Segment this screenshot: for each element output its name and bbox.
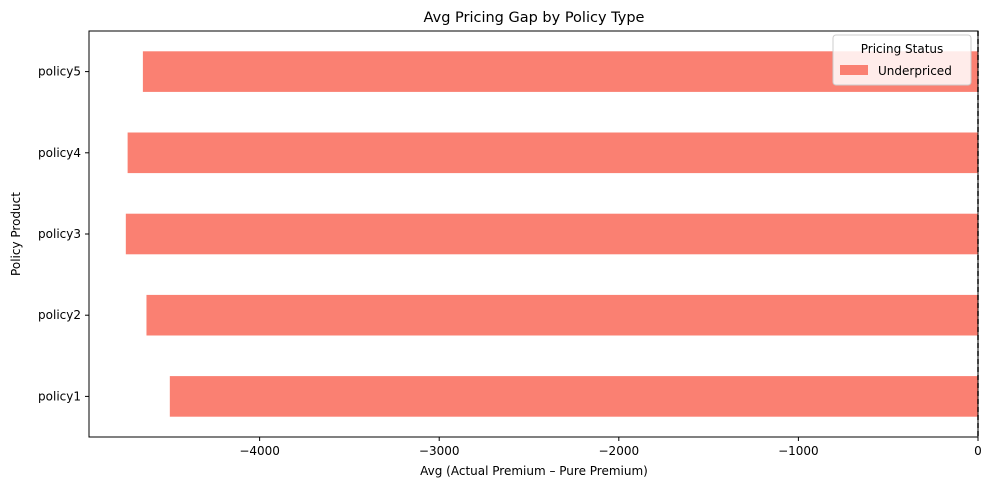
legend-swatch-underpriced — [840, 65, 868, 75]
x-tick-label: −3000 — [419, 444, 460, 458]
y-tick-label-policy5: policy5 — [38, 65, 81, 79]
bar-policy1 — [169, 376, 978, 417]
y-tick-label-policy2: policy2 — [38, 308, 81, 322]
bar-policy4 — [127, 132, 978, 174]
x-axis-label: Avg (Actual Premium – Pure Premium) — [420, 464, 648, 478]
bar-group — [125, 51, 979, 417]
y-tick-label-policy4: policy4 — [38, 146, 81, 160]
legend-label-underpriced: Underpriced — [878, 64, 952, 78]
x-tick-label: −2000 — [599, 444, 640, 458]
legend-title: Pricing Status — [861, 42, 944, 56]
chart-title: Avg Pricing Gap by Policy Type — [424, 10, 645, 26]
y-tick-label-policy1: policy1 — [38, 389, 81, 403]
x-axis-ticks: −4000 −3000 −2000 −1000 0 — [239, 437, 982, 458]
x-tick-label: −4000 — [239, 444, 280, 458]
legend: Pricing Status Underpriced — [832, 34, 972, 86]
bar-policy2 — [146, 294, 978, 336]
y-tick-label-policy3: policy3 — [38, 227, 81, 241]
plot-area: −4000 −3000 −2000 −1000 0 policy1policy2poli… — [38, 30, 982, 458]
x-tick-label: −1000 — [778, 444, 819, 458]
y-axis-label: Policy Product — [9, 192, 23, 276]
bar-policy3 — [125, 213, 979, 255]
x-tick-label: 0 — [974, 444, 982, 458]
y-axis-ticks: policy1 policy2 policy3 policy4 policy5 — [38, 65, 89, 403]
